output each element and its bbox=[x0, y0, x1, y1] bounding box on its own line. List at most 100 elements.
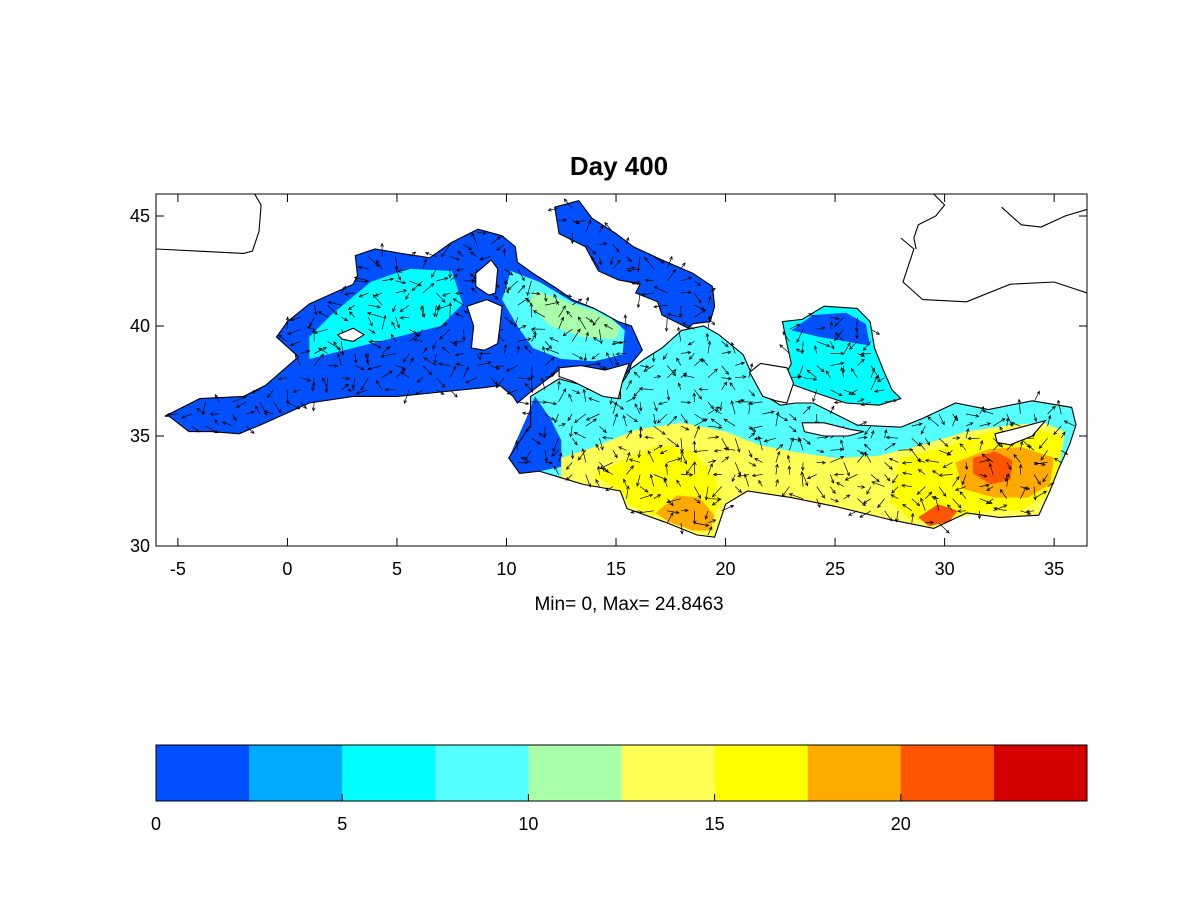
velocity-arrow bbox=[743, 473, 750, 487]
velocity-arrow bbox=[235, 401, 247, 408]
velocity-arrow bbox=[585, 244, 597, 255]
velocity-arrow bbox=[463, 366, 469, 378]
velocity-arrow bbox=[870, 429, 875, 439]
velocity-arrow bbox=[367, 365, 383, 371]
velocity-arrow bbox=[748, 425, 763, 430]
velocity-arrow bbox=[787, 465, 792, 475]
velocity-arrow bbox=[558, 218, 568, 223]
velocity-arrow bbox=[892, 474, 899, 484]
velocity-arrow bbox=[524, 345, 532, 354]
velocity-arrow bbox=[476, 353, 481, 361]
velocity-arrow bbox=[840, 366, 845, 378]
velocity-arrow bbox=[357, 265, 369, 270]
velocity-arrow bbox=[494, 365, 505, 369]
velocity-arrow bbox=[931, 495, 939, 500]
velocity-arrow bbox=[710, 418, 722, 427]
velocity-arrow bbox=[694, 292, 702, 304]
velocity-arrow bbox=[688, 353, 695, 360]
velocity-arrow bbox=[634, 403, 641, 415]
velocity-arrow bbox=[1018, 463, 1023, 475]
velocity-arrow bbox=[588, 397, 600, 403]
velocity-arrow bbox=[477, 361, 492, 366]
colorbar-ticks: 0 5 10 15 20 bbox=[151, 794, 911, 834]
velocity-arrow bbox=[721, 376, 733, 381]
velocity-arrow bbox=[424, 252, 437, 258]
velocity-arrow bbox=[553, 293, 559, 306]
velocity-arrow bbox=[503, 343, 508, 354]
velocity-arrow bbox=[694, 522, 710, 527]
velocity-arrow bbox=[573, 220, 586, 224]
velocity-arrow bbox=[957, 509, 967, 513]
velocity-arrow bbox=[924, 458, 939, 463]
velocity-arrow bbox=[644, 256, 654, 270]
velocity-arrow bbox=[622, 414, 627, 427]
velocity-arrow bbox=[368, 317, 373, 327]
velocity-arrow bbox=[544, 401, 558, 406]
colorbar-tick-label: 20 bbox=[891, 814, 911, 834]
velocity-arrow bbox=[516, 345, 521, 354]
velocity-arrow bbox=[954, 486, 967, 491]
velocity-arrow bbox=[431, 268, 437, 278]
velocity-arrow bbox=[633, 371, 641, 378]
colorbar-segment bbox=[342, 745, 436, 801]
velocity-arrow bbox=[570, 450, 575, 460]
velocity-arrow bbox=[723, 418, 736, 427]
velocity-arrow bbox=[639, 493, 654, 500]
velocity-arrow bbox=[965, 422, 974, 427]
velocity-arrow bbox=[947, 504, 953, 512]
velocity-arrow bbox=[959, 443, 967, 451]
velocity-arrow bbox=[850, 367, 858, 378]
velocity-arrow bbox=[932, 470, 940, 475]
velocity-arrow bbox=[521, 411, 532, 416]
velocity-arrow bbox=[677, 382, 682, 390]
velocity-arrow bbox=[938, 473, 953, 478]
velocity-arrow bbox=[1013, 453, 1021, 463]
x-axis: -5 0 5 10 15 20 25 30 35 bbox=[170, 194, 1064, 579]
velocity-arrow bbox=[311, 377, 315, 392]
velocity-arrow bbox=[775, 413, 789, 422]
velocity-arrow bbox=[366, 312, 383, 318]
velocity-arrow bbox=[680, 438, 684, 454]
velocity-arrow bbox=[864, 452, 872, 463]
velocity-arrow bbox=[628, 458, 641, 463]
velocity-arrow bbox=[317, 311, 328, 318]
velocity-arrow bbox=[797, 365, 804, 379]
velocity-arrow bbox=[680, 413, 688, 424]
velocity-arrow bbox=[333, 340, 342, 354]
velocity-arrow bbox=[336, 352, 342, 366]
velocity-arrow bbox=[843, 462, 850, 477]
velocity-arrow bbox=[313, 328, 328, 335]
velocity-arrow bbox=[380, 353, 396, 358]
velocity-arrow bbox=[432, 341, 437, 350]
velocity-arrow bbox=[612, 259, 622, 270]
velocity-arrow bbox=[569, 426, 573, 438]
velocity-arrow bbox=[952, 413, 959, 422]
velocity-arrow bbox=[734, 438, 741, 453]
velocity-arrow bbox=[680, 508, 689, 513]
velocity-arrow bbox=[816, 365, 825, 373]
velocity-arrow bbox=[863, 443, 872, 451]
velocity-arrow bbox=[353, 353, 358, 364]
velocity-arrow bbox=[433, 353, 438, 365]
velocity-arrow bbox=[841, 365, 846, 374]
velocity-arrow bbox=[471, 232, 478, 245]
velocity-arrow bbox=[911, 422, 923, 427]
velocity-arrow bbox=[986, 486, 994, 491]
velocity-arrow bbox=[612, 353, 619, 367]
velocity-arrow bbox=[870, 474, 880, 483]
velocity-arrow bbox=[753, 436, 763, 441]
velocity-arrow bbox=[527, 298, 532, 306]
velocity-arrow bbox=[452, 298, 464, 306]
velocity-arrow bbox=[830, 486, 836, 495]
velocity-arrow bbox=[348, 311, 356, 318]
coastline-adriatic bbox=[554, 199, 716, 329]
velocity-arrow bbox=[981, 453, 994, 463]
velocity-arrow bbox=[721, 456, 730, 463]
velocity-arrow bbox=[1020, 486, 1031, 491]
velocity-arrow bbox=[952, 476, 960, 487]
velocity-arrow bbox=[993, 504, 1008, 512]
velocity-arrow bbox=[902, 503, 913, 512]
velocity-arrow bbox=[611, 341, 627, 346]
velocity-arrow bbox=[711, 486, 722, 498]
